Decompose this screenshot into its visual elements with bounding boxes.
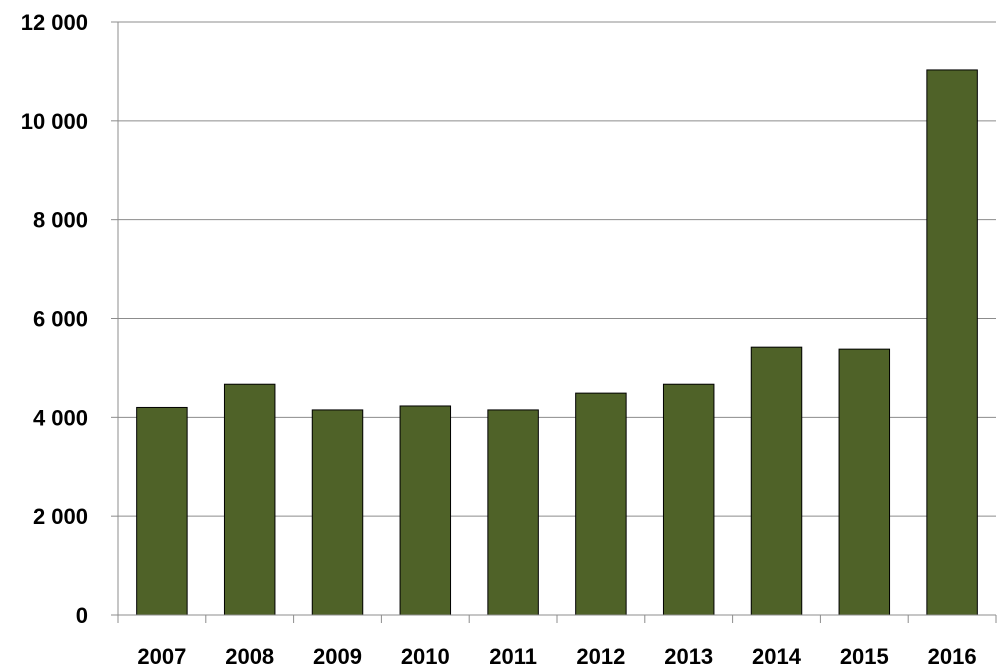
bar-2009 bbox=[311, 409, 364, 616]
bar-2015 bbox=[838, 348, 891, 616]
y-tick-label: 2 000 bbox=[33, 504, 88, 529]
bar-2007 bbox=[136, 406, 188, 616]
x-tick-label: 2007 bbox=[137, 644, 186, 669]
x-tick-label: 2011 bbox=[489, 644, 537, 669]
axes bbox=[111, 21, 997, 623]
bar-2011 bbox=[487, 409, 539, 616]
x-tick-label: 2008 bbox=[225, 644, 274, 669]
x-tick-label: 2013 bbox=[664, 644, 713, 669]
x-tick-label: 2015 bbox=[840, 644, 889, 669]
y-tick-label: 12 000 bbox=[21, 10, 88, 35]
y-tick-label: 8 000 bbox=[33, 208, 88, 233]
y-tick-labels: 0 2 000 4 000 6 000 8 000 10 000 12 000 bbox=[21, 10, 88, 628]
y-tick-label: 0 bbox=[76, 603, 88, 628]
bar-2014 bbox=[750, 346, 803, 616]
x-tick-labels: 2007 2008 2009 2010 2011 2012 2013 2014 2015 2016 bbox=[137, 644, 976, 669]
bar-2010 bbox=[399, 405, 452, 616]
x-tick-label: 2010 bbox=[401, 644, 450, 669]
y-tick-label: 6 000 bbox=[33, 307, 88, 332]
bar-2016 bbox=[926, 69, 978, 616]
y-tick-label: 10 000 bbox=[21, 109, 88, 134]
x-tick-label: 2014 bbox=[752, 644, 802, 669]
bars bbox=[136, 69, 978, 616]
x-tick-label: 2009 bbox=[313, 644, 362, 669]
bar-2012 bbox=[575, 392, 627, 616]
bar-2013 bbox=[662, 383, 715, 616]
x-tick-label: 2016 bbox=[928, 644, 977, 669]
bar-2008 bbox=[223, 383, 276, 616]
x-tick-label: 2012 bbox=[576, 644, 625, 669]
y-tick-label: 4 000 bbox=[33, 405, 88, 430]
